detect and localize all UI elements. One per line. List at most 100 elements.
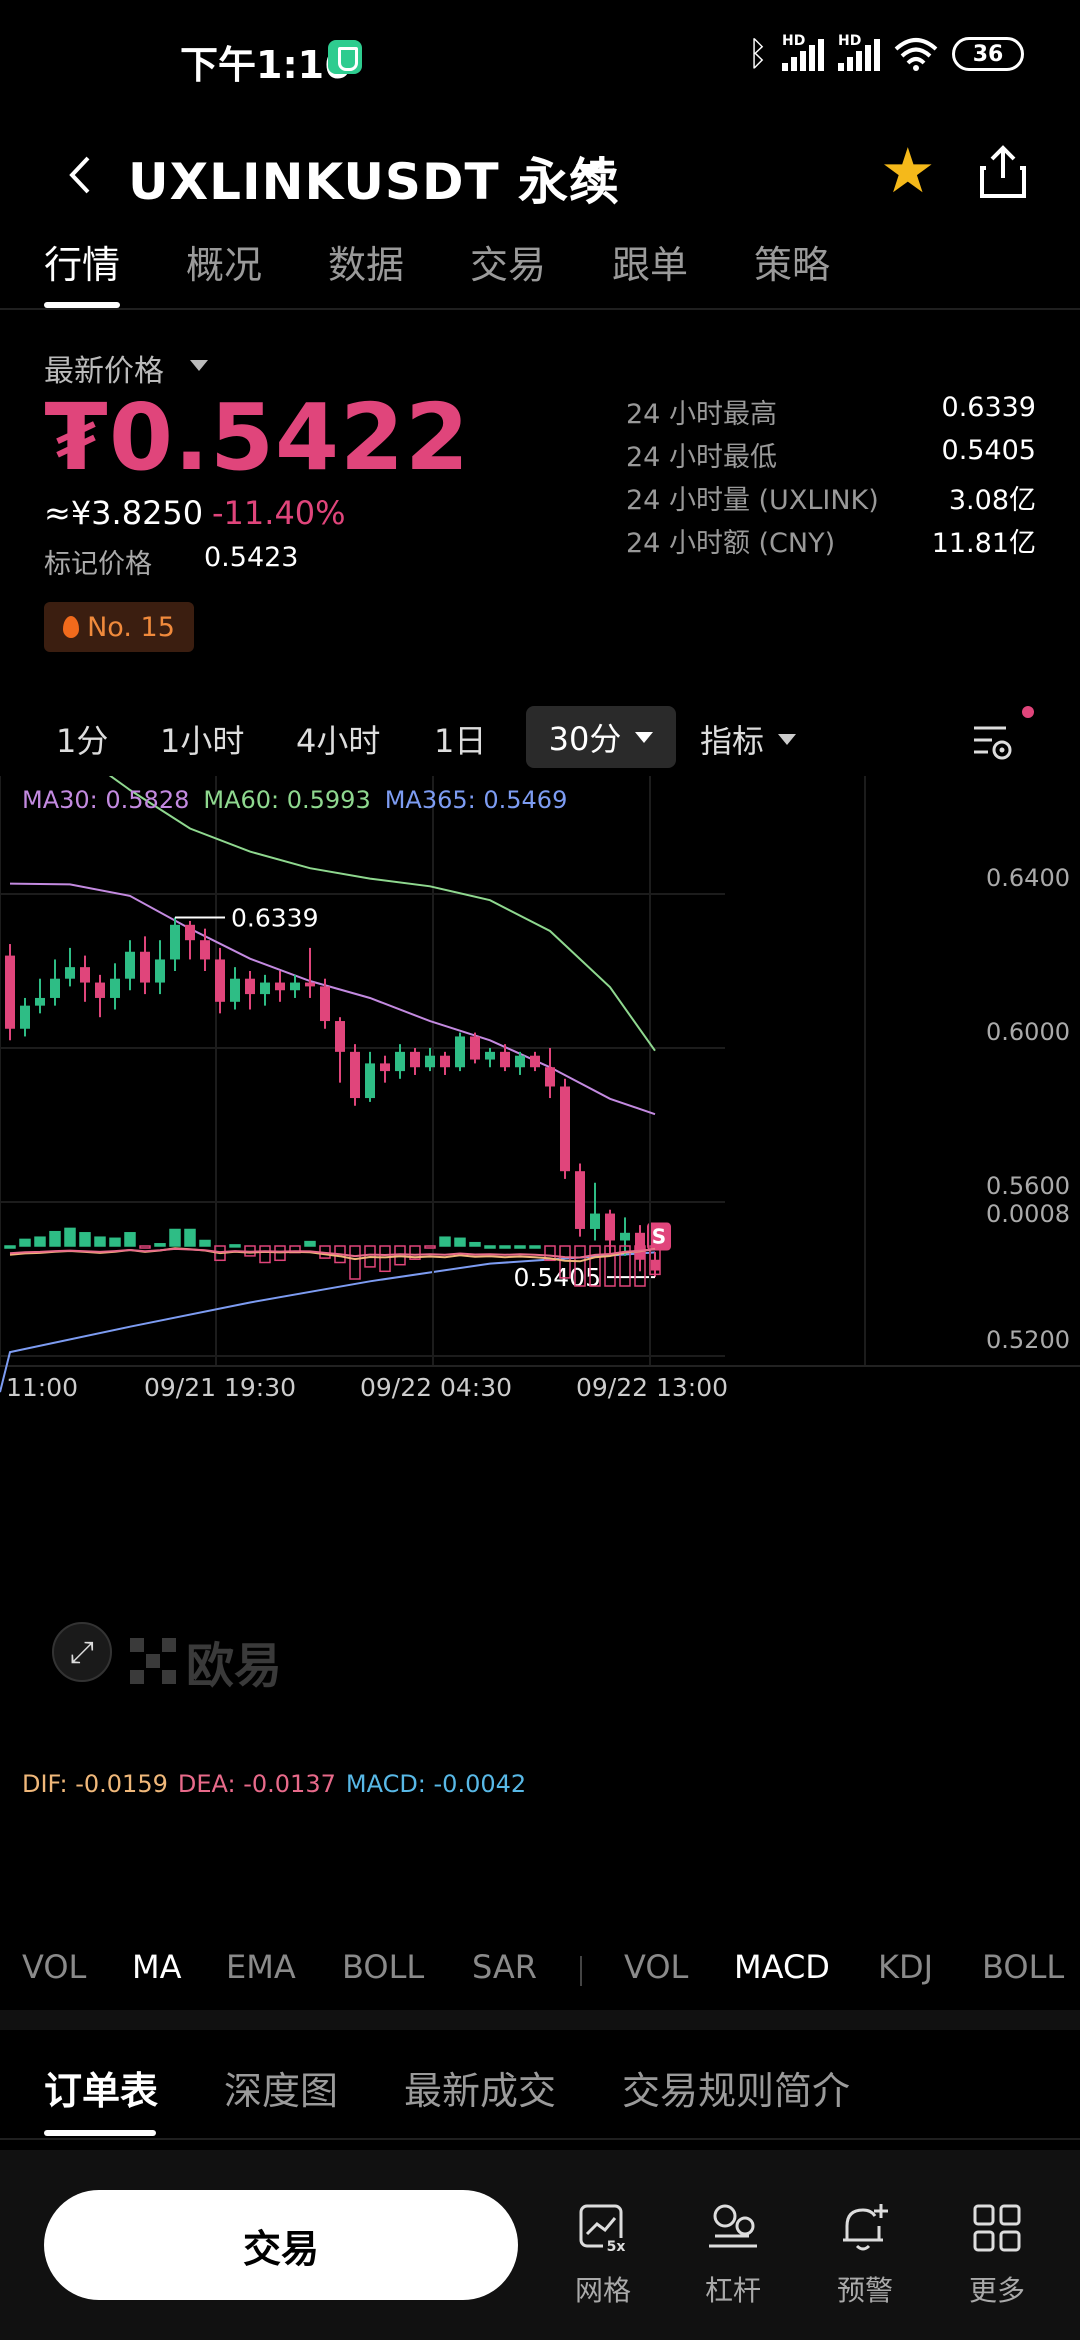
candlestick-chart[interactable]: 0.6400 0.6000 0.5600 0.5200 11:00 09/21 19:30… bbox=[0, 776, 1080, 1696]
tab-trade[interactable]: 交易 bbox=[470, 243, 547, 287]
stat-row: 24 小时额 (CNY) 11.81亿 bbox=[626, 521, 1036, 564]
nav-more-label: 更多 bbox=[968, 2274, 1025, 2307]
price-type-label[interactable]: 最新价格 bbox=[44, 354, 164, 389]
macd-value-legend: MACD: -0.0042 bbox=[345, 1770, 527, 1798]
rank-badge[interactable]: No. 15 bbox=[44, 602, 194, 652]
candle-body bbox=[500, 1051, 510, 1068]
signal-icon-1: HD bbox=[782, 33, 824, 71]
nav-more[interactable]: 更多 bbox=[952, 2200, 1042, 2309]
tab-copy-trading[interactable]: 跟单 bbox=[612, 243, 689, 287]
tab-market[interactable]: 行情 bbox=[44, 243, 121, 287]
expand-chart-icon[interactable]: ⤢ bbox=[52, 1622, 112, 1682]
chart-settings-icon[interactable] bbox=[970, 720, 1016, 762]
ind-sub-boll[interactable]: BOLL bbox=[982, 1948, 1065, 1986]
macd-bar bbox=[304, 1240, 316, 1247]
ind-sub-kdj[interactable]: KDJ bbox=[878, 1948, 934, 1986]
macd-bar bbox=[199, 1239, 211, 1247]
chevron-down-icon bbox=[635, 731, 654, 743]
instrument-title[interactable]: UXLINKUSDT 永续 bbox=[128, 153, 620, 211]
high-annotation-label: 0.6339 bbox=[231, 903, 318, 932]
interval-4h[interactable]: 4小时 bbox=[296, 722, 381, 760]
interval-1m[interactable]: 1分 bbox=[56, 722, 109, 760]
exchange-logo-icon bbox=[130, 1638, 176, 1684]
ind-main-sar[interactable]: SAR bbox=[472, 1948, 538, 1986]
nav-leverage[interactable]: 杠杆 bbox=[688, 2200, 778, 2309]
macd-bar bbox=[484, 1245, 496, 1249]
y-tick-label: 0.5200 bbox=[986, 1326, 1070, 1354]
candle-body bbox=[125, 951, 135, 979]
more-apps-icon bbox=[973, 2204, 1021, 2252]
interval-30m-selector[interactable]: 30分 bbox=[526, 706, 676, 768]
y-tick-label: 0.6000 bbox=[986, 1018, 1070, 1046]
x-tick-label: 09/22 13:00 bbox=[576, 1373, 728, 1402]
macd-bar bbox=[514, 1245, 526, 1249]
tab-trading-rules[interactable]: 交易规则简介 bbox=[622, 2069, 851, 2113]
macd-bar bbox=[634, 1245, 646, 1287]
ind-main-ma[interactable]: MA bbox=[132, 1948, 182, 1986]
section-divider bbox=[0, 2010, 1080, 2030]
tab-overview[interactable]: 概况 bbox=[186, 243, 263, 287]
notification-dot bbox=[1022, 706, 1034, 718]
stat-value: 11.81亿 bbox=[931, 528, 1036, 559]
candle-body bbox=[575, 1171, 585, 1229]
ind-main-boll[interactable]: BOLL bbox=[342, 1948, 425, 1986]
indicator-selector[interactable]: 指标 bbox=[700, 716, 797, 762]
macd-legend: DIF: -0.0159 DEA: -0.0137 MACD: -0.0042 bbox=[22, 1770, 526, 1798]
candle-body bbox=[200, 940, 210, 960]
ma30-legend: MA30: 0.5828 bbox=[22, 786, 190, 814]
interval-1d[interactable]: 1日 bbox=[434, 722, 487, 760]
header: UXLINKUSDT 永续 ★ bbox=[0, 120, 1080, 230]
tab-order-book[interactable]: 订单表 bbox=[44, 2069, 159, 2113]
tab-data[interactable]: 数据 bbox=[328, 243, 405, 287]
ind-main-vol[interactable]: VOL bbox=[22, 1948, 87, 1986]
x-tick-label: 11:00 bbox=[6, 1373, 78, 1402]
price-type-dropdown-icon[interactable] bbox=[190, 360, 208, 371]
candle-body bbox=[335, 1021, 345, 1052]
nav-alert[interactable]: 预警 bbox=[820, 2200, 910, 2309]
stat-value: 0.6339 bbox=[941, 392, 1036, 423]
tab-depth-chart[interactable]: 深度图 bbox=[224, 2069, 339, 2113]
back-arrow-icon[interactable] bbox=[60, 150, 100, 200]
favorite-star-icon[interactable]: ★ bbox=[880, 134, 936, 207]
cny-price: ≈¥3.8250 bbox=[44, 494, 204, 532]
macd-bar bbox=[184, 1228, 196, 1247]
ind-sub-macd[interactable]: MACD bbox=[734, 1948, 830, 1986]
tab-latest-trades[interactable]: 最新成交 bbox=[404, 2069, 557, 2113]
alert-bell-icon bbox=[843, 2204, 888, 2251]
nav-grid[interactable]: 5x 网格 bbox=[558, 2200, 648, 2309]
mark-price-value: 0.5423 bbox=[204, 542, 299, 573]
macd-bar bbox=[169, 1228, 181, 1247]
candle-body bbox=[605, 1213, 615, 1241]
ind-sub-vol[interactable]: VOL bbox=[624, 1948, 689, 1986]
order-tabs: 订单表 深度图 最新成交 交易规则简介 bbox=[0, 2050, 1080, 2140]
stat-label: 24 小时量 (UXLINK) bbox=[626, 485, 879, 516]
macd-bar bbox=[349, 1245, 361, 1280]
macd-bar bbox=[34, 1236, 46, 1247]
macd-bar bbox=[589, 1245, 601, 1287]
candle-body bbox=[455, 1036, 465, 1068]
candle-body bbox=[20, 1005, 30, 1029]
candle-body bbox=[590, 1213, 600, 1229]
main-tabs: 行情 概况 数据 交易 跟单 策略 bbox=[0, 230, 1080, 310]
macd-bar bbox=[604, 1245, 616, 1287]
trade-button[interactable]: 交易 bbox=[44, 2190, 518, 2300]
ind-main-ema[interactable]: EMA bbox=[226, 1948, 296, 1986]
stat-row: 24 小时最低 0.5405 bbox=[626, 435, 1036, 478]
macd-bar bbox=[454, 1237, 466, 1247]
macd-bar bbox=[94, 1236, 106, 1247]
candle-body bbox=[110, 978, 120, 998]
bluetooth-icon: ᛒ bbox=[747, 34, 768, 74]
stat-row: 24 小时最高 0.6339 bbox=[626, 392, 1036, 435]
share-icon[interactable] bbox=[978, 144, 1028, 200]
price-change: -11.40% bbox=[212, 494, 346, 532]
candle-body bbox=[365, 1063, 375, 1099]
title-dropdown-icon[interactable] bbox=[576, 164, 602, 180]
interval-1h[interactable]: 1小时 bbox=[160, 722, 245, 760]
macd-bar bbox=[409, 1245, 421, 1260]
ma60-legend: MA60: 0.5993 bbox=[203, 786, 371, 814]
tab-strategy[interactable]: 策略 bbox=[754, 243, 831, 287]
x-tick-label: 09/21 19:30 bbox=[144, 1373, 296, 1402]
macd-bar bbox=[19, 1238, 31, 1247]
candle-body bbox=[380, 1063, 390, 1072]
candle-body bbox=[155, 959, 165, 983]
